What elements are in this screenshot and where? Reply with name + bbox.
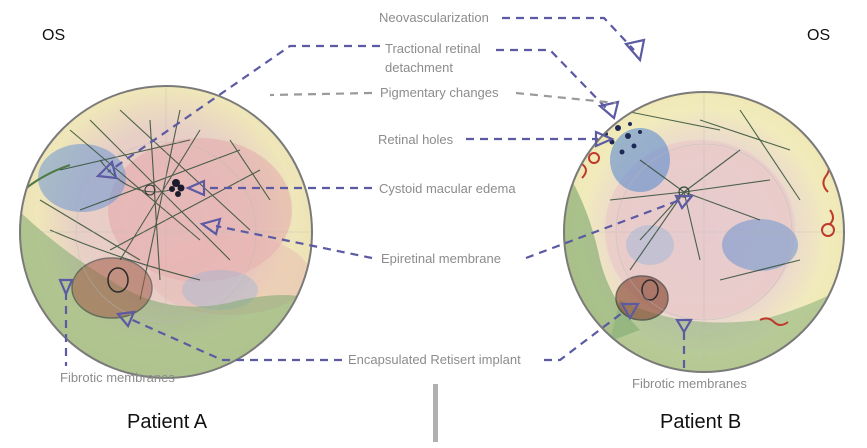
leader-neovascularization [502, 16, 635, 51]
eye-label-patient-a: OS [42, 27, 65, 44]
leader-pigmentary-b [515, 91, 617, 105]
leader-retisert-a [127, 316, 342, 362]
patient-label-b: Patient B [660, 411, 741, 433]
fundus-drawing-patient-b [563, 91, 845, 373]
label-retisert: Encapsulated Retisert implant [348, 352, 521, 367]
leader-epiretinal-a [215, 224, 373, 260]
fibrotic-band [20, 210, 312, 378]
label-epiretinal: Epiretinal membrane [381, 251, 501, 266]
label-tractional-line1: Tractional retinal [385, 41, 481, 56]
macula-marker [144, 184, 156, 196]
label-fibrotic-a: Fibrotic membranes [60, 370, 175, 385]
label-fibrotic-b: Fibrotic membranes [632, 376, 747, 391]
retinal-hemorrhage-area [108, 138, 292, 282]
leader-tractional-b [496, 48, 609, 111]
patient-label-a: Patient A [127, 411, 208, 433]
eye-label-patient-b: OS [807, 27, 830, 44]
leader-retisert-b [544, 309, 627, 362]
edema-patch [38, 144, 126, 212]
panel-divider [433, 384, 438, 442]
cystoid-edema-cluster [169, 179, 185, 197]
label-pigmentary: Pigmentary changes [380, 85, 499, 100]
label-cystoid: Cystoid macular edema [379, 181, 516, 196]
label-neovascularization: Neovascularization [379, 10, 489, 25]
retinal-holes-cluster [604, 122, 642, 155]
retisert-implant-a [71, 257, 153, 319]
label-tractional-line2: detachment [385, 60, 453, 75]
fundus-drawing-patient-a [19, 85, 313, 379]
leader-tractional-a [107, 44, 380, 173]
leader-pigmentary-a [269, 91, 373, 97]
retisert-implant-b [615, 275, 669, 321]
label-retinal-holes: Retinal holes [378, 132, 454, 147]
